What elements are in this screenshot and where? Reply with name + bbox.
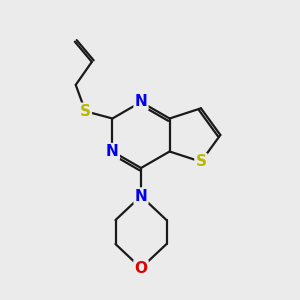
Text: N: N bbox=[135, 94, 147, 110]
Text: N: N bbox=[106, 144, 119, 159]
Text: O: O bbox=[134, 260, 148, 275]
Text: S: S bbox=[80, 104, 91, 119]
Text: N: N bbox=[135, 188, 147, 203]
Text: S: S bbox=[196, 154, 206, 169]
